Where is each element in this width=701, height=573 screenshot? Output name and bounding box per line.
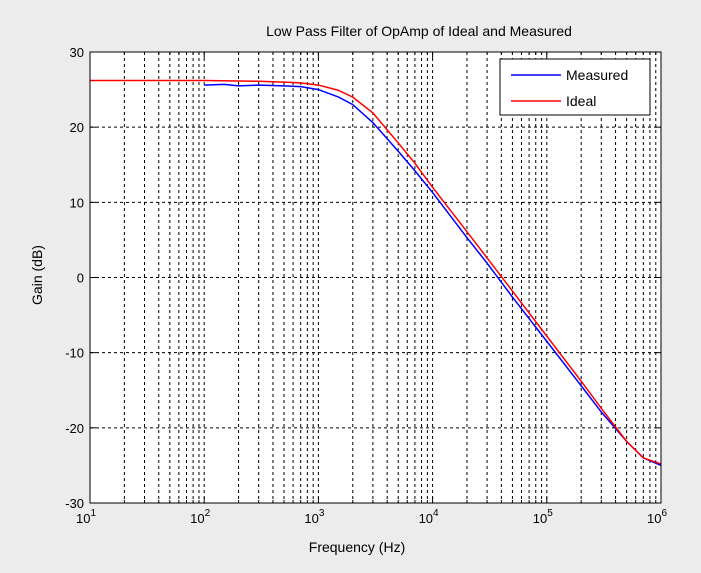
grid-lines: [90, 52, 661, 503]
y-tick-label: 20: [70, 120, 84, 135]
series-layer: [90, 79, 662, 467]
legend-box: [499, 58, 651, 116]
axis-ticks: [90, 51, 661, 504]
x-tick-label: 106: [647, 508, 667, 526]
legend: Measured Ideal: [499, 58, 651, 116]
y-tick-label: 0: [77, 271, 84, 286]
y-axis-label: Gain (dB): [29, 245, 45, 305]
x-tick-label: 103: [304, 508, 324, 526]
x-tick-label: 102: [190, 508, 210, 526]
legend-label-ideal: Ideal: [566, 93, 596, 109]
y-tick-label: -10: [65, 346, 84, 361]
legend-label-measured: Measured: [566, 67, 628, 83]
x-axis-label: Frequency (Hz): [309, 539, 405, 555]
x-tick-label: 105: [533, 508, 553, 526]
y-tick-label: 30: [70, 45, 84, 60]
y-tick-label: -30: [65, 496, 84, 511]
series-line-ideal: [90, 79, 662, 465]
x-tick-label: 104: [419, 508, 439, 526]
chart-title: Low Pass Filter of OpAmp of Ideal and Me…: [266, 23, 572, 39]
y-tick-label: 10: [70, 195, 84, 210]
x-tick-label: 101: [76, 508, 96, 526]
series-line-measured: [204, 83, 662, 467]
y-tick-label: -20: [65, 421, 84, 436]
